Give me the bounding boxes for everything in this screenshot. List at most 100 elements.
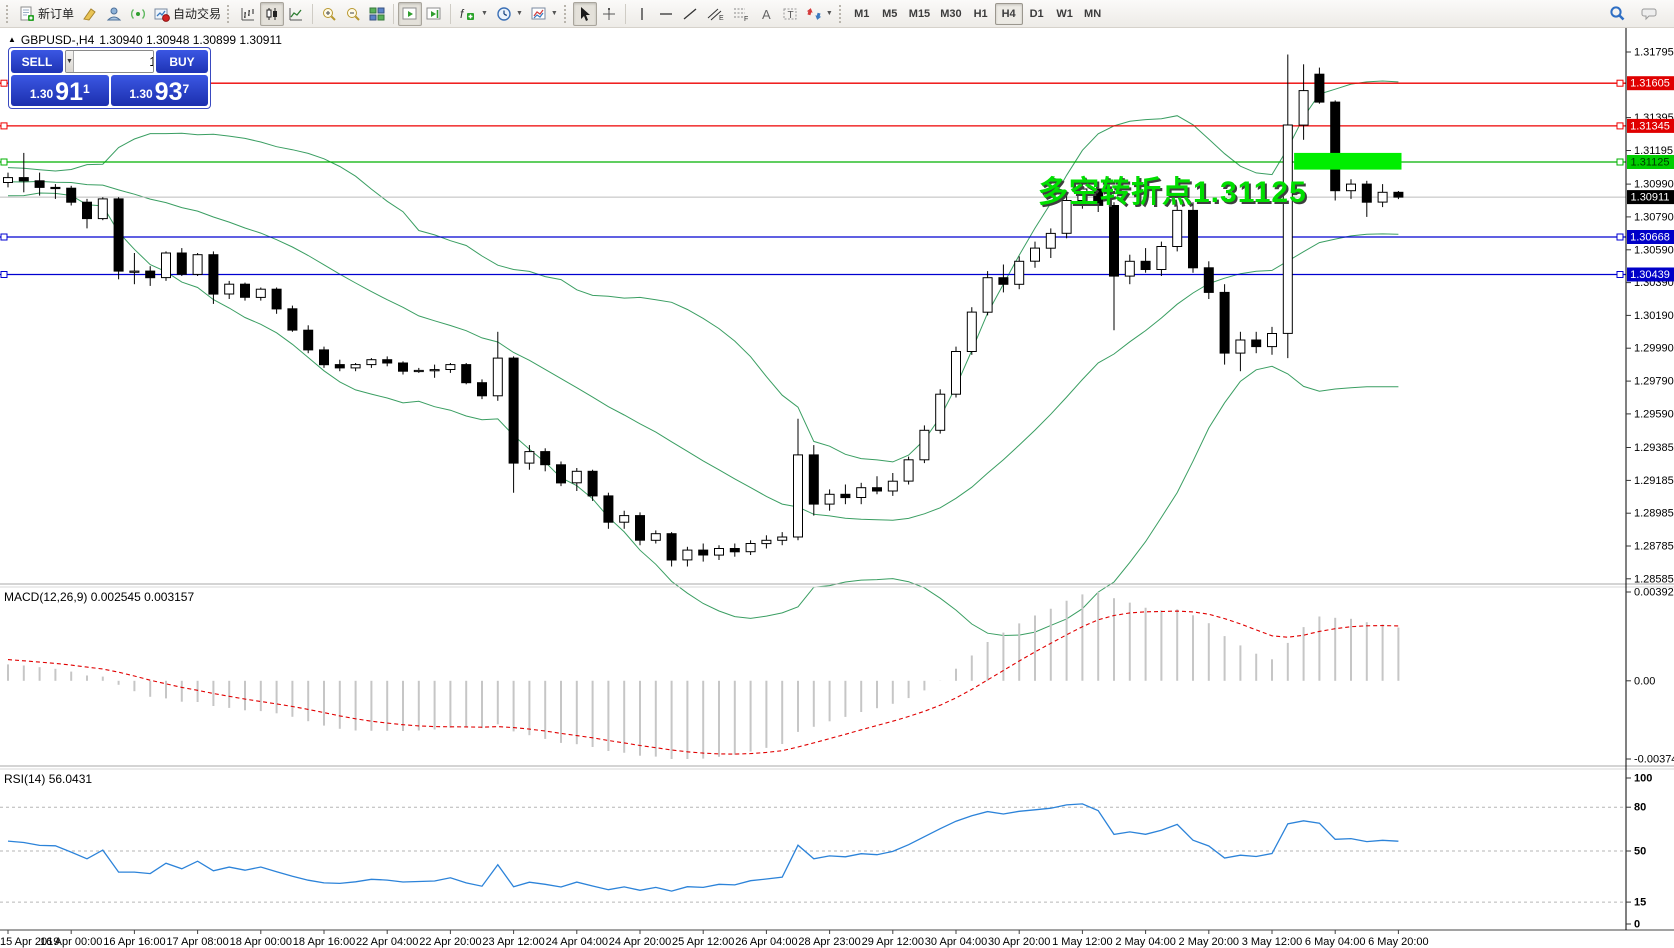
svg-text:17 Apr 08:00: 17 Apr 08:00 <box>166 936 228 948</box>
volume-decrease-button[interactable]: ▼ <box>66 51 74 72</box>
profile-button[interactable] <box>102 2 126 26</box>
toolbar-separator <box>312 3 314 24</box>
tf-button-d1[interactable]: D1 <box>1029 7 1044 20</box>
tile-windows-button[interactable] <box>365 2 389 26</box>
indicators-button[interactable]: f ▼ <box>455 2 492 26</box>
svg-text:E: E <box>719 15 724 22</box>
price-axis[interactable]: 1.317951.313951.311951.309901.307901.305… <box>1626 47 1674 931</box>
trendline-button[interactable] <box>678 2 702 26</box>
zoom-in-button[interactable] <box>317 2 341 26</box>
auto-trading-label: 自动交易 <box>173 7 222 21</box>
chart-shift-button[interactable] <box>422 2 446 26</box>
indicators-icon: f <box>460 7 475 21</box>
svg-text:6 May 04:00: 6 May 04:00 <box>1305 936 1366 948</box>
volume-input[interactable] <box>73 51 153 72</box>
tf-button-m1[interactable]: M1 <box>854 7 870 20</box>
buy-button[interactable]: BUY <box>156 50 208 73</box>
zoom-in-icon <box>323 7 336 21</box>
channel-icon: E <box>707 8 724 22</box>
svg-text:0.00: 0.00 <box>1634 675 1655 687</box>
candlesticks-button[interactable] <box>260 1 285 26</box>
svg-text:80: 80 <box>1634 802 1646 814</box>
text-button[interactable]: A <box>754 2 778 26</box>
cursor-icon <box>580 6 590 21</box>
candlestick-icon <box>266 7 278 20</box>
clock-icon <box>497 6 511 21</box>
autoscroll-icon <box>402 7 417 19</box>
svg-text:1.31795: 1.31795 <box>1634 47 1674 59</box>
chat-icon <box>1641 8 1657 20</box>
equidistant-channel-button[interactable]: E <box>702 2 728 26</box>
sell-button[interactable]: SELL <box>11 50 63 73</box>
templates-button[interactable]: ▼ <box>527 2 562 26</box>
vertical-line-icon <box>641 7 643 20</box>
svg-text:1.31345: 1.31345 <box>1630 120 1670 132</box>
macd-indicator <box>7 592 1400 759</box>
pane-separators[interactable] <box>0 28 1674 931</box>
svg-text:1.30911: 1.30911 <box>1631 192 1670 204</box>
fibonacci-button[interactable]: F <box>728 2 754 26</box>
tf-button-m5[interactable]: M5 <box>882 7 898 20</box>
svg-text:1.29790: 1.29790 <box>1634 376 1674 388</box>
svg-text:A: A <box>762 7 771 22</box>
tf-button-w1[interactable]: W1 <box>1056 7 1073 20</box>
new-order-label: 新订单 <box>38 7 75 21</box>
crosshair-icon <box>602 7 615 20</box>
bar-chart-button[interactable] <box>236 2 260 26</box>
new-order-button[interactable]: 新订单 <box>15 2 78 26</box>
sell-price-small: 1.30 <box>29 87 54 101</box>
auto-trading-button[interactable]: 自动交易 <box>150 2 225 26</box>
crosshair-button[interactable] <box>597 2 621 26</box>
sell-price-sup: 1 <box>82 82 90 96</box>
styles-button[interactable] <box>78 2 102 26</box>
collapse-panel-icon[interactable]: ▲ <box>8 34 16 44</box>
macd-name: MACD(12,26,9) <box>4 590 88 604</box>
search-button[interactable] <box>1604 2 1630 26</box>
tf-button-h1[interactable]: H1 <box>973 7 988 20</box>
buy-price-display[interactable]: 1.30 93 7 <box>110 75 208 106</box>
arrows-icon <box>806 7 822 20</box>
tf-button-m15[interactable]: M15 <box>908 7 931 20</box>
horizontal-line-button[interactable] <box>654 2 678 26</box>
periods-button[interactable]: ▼ <box>492 2 527 26</box>
svg-text:f: f <box>460 7 465 21</box>
cursor-button[interactable] <box>572 1 597 26</box>
trendline-icon <box>683 8 697 19</box>
svg-text:0.003927: 0.003927 <box>1634 587 1674 599</box>
horizontal-level-lines[interactable] <box>0 79 1626 278</box>
toolbar-grip <box>227 4 232 23</box>
bollinger-bands <box>7 80 1399 637</box>
highlight-box[interactable] <box>1294 152 1402 170</box>
chart-canvas[interactable]: 1.317951.313951.311951.309901.307901.305… <box>0 28 1674 948</box>
arrows-button[interactable]: ▼ <box>802 2 837 26</box>
zoom-out-button[interactable] <box>341 2 365 26</box>
svg-text:1.29990: 1.29990 <box>1634 343 1674 355</box>
svg-text:16 Apr 16:00: 16 Apr 16:00 <box>103 936 165 948</box>
svg-text:1.31125: 1.31125 <box>1631 157 1670 169</box>
toolbar-grip <box>6 4 11 23</box>
svg-text:15 Apr 2019: 15 Apr 2019 <box>0 936 59 948</box>
svg-text:50: 50 <box>1634 846 1646 858</box>
sell-price-display[interactable]: 1.30 91 1 <box>11 75 109 106</box>
tf-button-m30[interactable]: M30 <box>940 7 962 20</box>
svg-text:1.29590: 1.29590 <box>1634 408 1674 420</box>
toolbar-grip <box>563 4 569 23</box>
line-chart-button[interactable] <box>284 2 308 26</box>
chat-button[interactable] <box>1636 2 1664 26</box>
svg-text:26 Apr 04:00: 26 Apr 04:00 <box>735 936 797 948</box>
macd-pane-label: MACD(12,26,9) 0.002545 0.003157 <box>4 590 194 604</box>
toolbar-grip <box>838 4 844 23</box>
tf-button-mn[interactable]: MN <box>1084 7 1102 20</box>
tf-button-h4[interactable]: H4 <box>994 2 1023 25</box>
chart-annotation-text[interactable]: 多空转折点1.31125 <box>1038 176 1307 209</box>
candles-layer <box>3 54 1404 567</box>
svg-text:22 Apr 04:00: 22 Apr 04:00 <box>356 936 418 948</box>
signals-button[interactable] <box>126 2 150 26</box>
vertical-line-button[interactable] <box>630 2 654 26</box>
main-toolbar: 新订单 自动交易 <box>0 0 1674 28</box>
autoscroll-button[interactable] <box>398 1 423 26</box>
toolbar-separator <box>450 3 452 24</box>
text-label-button[interactable]: T <box>778 2 802 26</box>
svg-text:1.30668: 1.30668 <box>1630 232 1670 244</box>
